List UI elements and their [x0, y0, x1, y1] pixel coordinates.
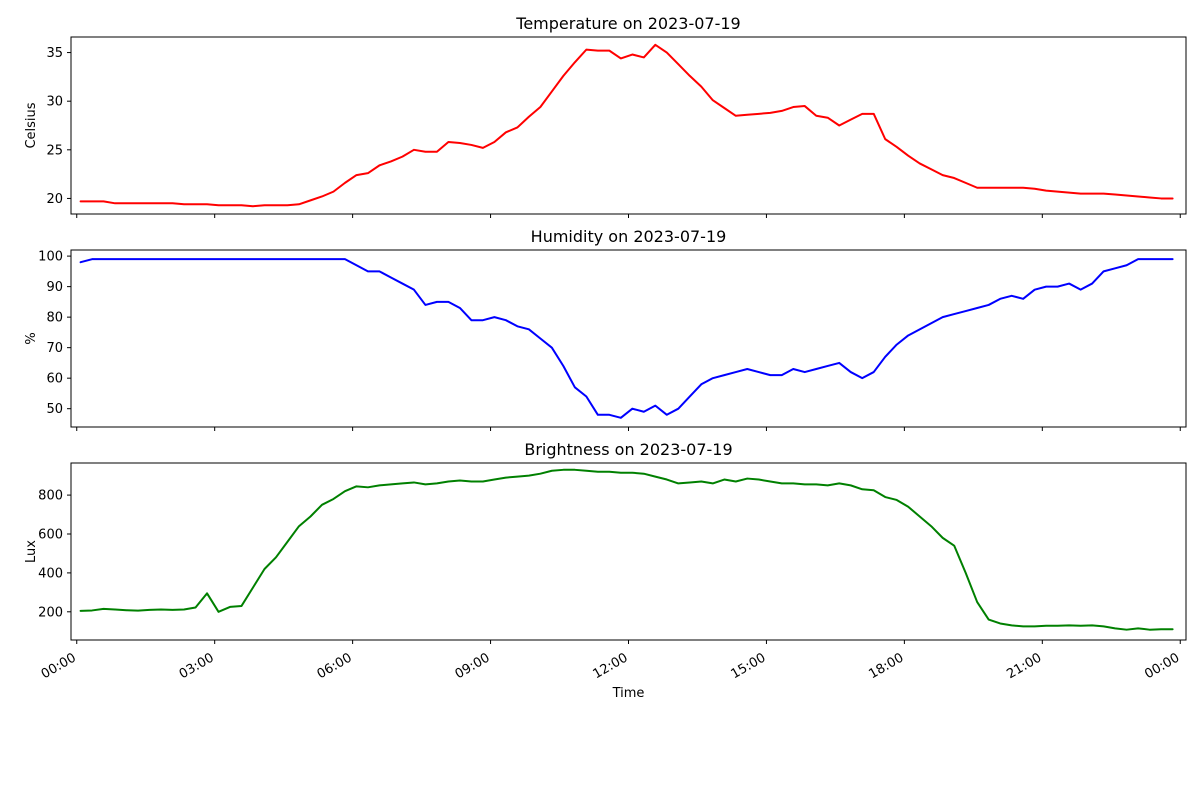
series-line-1 — [79, 258, 1174, 419]
chart-panel-3: Brightness on 2023-07-19 Lux 200 400 600 800 0… — [24, 440, 1187, 701]
y-tick-label: 50 — [46, 402, 63, 417]
y-axis-label: % — [24, 332, 39, 344]
y-tick-label: 30 — [46, 95, 63, 110]
x-tick-label: 12:00 — [591, 650, 631, 682]
chart-panel-2: Humidity on 2023-07-19% 50 60 70 80 90 100 — [24, 227, 1187, 431]
y-tick-label: 200 — [38, 605, 63, 620]
chart-title: Temperature on 2023-07-19 — [515, 14, 740, 33]
x-tick-label: 03:00 — [177, 650, 217, 682]
chart-title: Brightness on 2023-07-19 — [524, 440, 732, 459]
series-line-1 — [79, 468, 1174, 631]
axes-frame — [70, 249, 1187, 428]
y-tick-label: 80 — [46, 311, 63, 326]
x-tick-label: 21:00 — [1004, 650, 1044, 682]
y-tick-label: 35 — [46, 46, 63, 61]
y-tick-label: 60 — [46, 372, 63, 387]
x-axis-label: Time — [612, 686, 645, 701]
x-tick-label: 00:00 — [39, 650, 79, 682]
y-tick-label: 20 — [46, 192, 63, 207]
x-tick-label: 15:00 — [728, 650, 768, 682]
x-tick-label: 06:00 — [315, 650, 355, 682]
y-tick-label: 70 — [46, 341, 63, 356]
y-tick-label: 800 — [38, 489, 63, 504]
axes-frame — [70, 462, 1187, 641]
x-tick-label: 18:00 — [866, 650, 906, 682]
x-tick-label: 09:00 — [453, 650, 493, 682]
y-tick-label: 90 — [46, 280, 63, 295]
chart-title: Humidity on 2023-07-19 — [531, 227, 727, 246]
y-tick-label: 100 — [38, 250, 63, 265]
y-axis-label: Lux — [24, 540, 39, 563]
y-tick-label: 25 — [46, 143, 63, 158]
series-line-1 — [79, 43, 1174, 208]
y-axis-label: Celsius — [24, 102, 39, 148]
y-tick-label: 600 — [38, 527, 63, 542]
chart-panel-1: Temperature on 2023-07-19 Celsius 20 25 30 35 — [24, 14, 1187, 218]
y-tick-label: 400 — [38, 566, 63, 581]
x-tick-label: 00:00 — [1142, 650, 1182, 682]
